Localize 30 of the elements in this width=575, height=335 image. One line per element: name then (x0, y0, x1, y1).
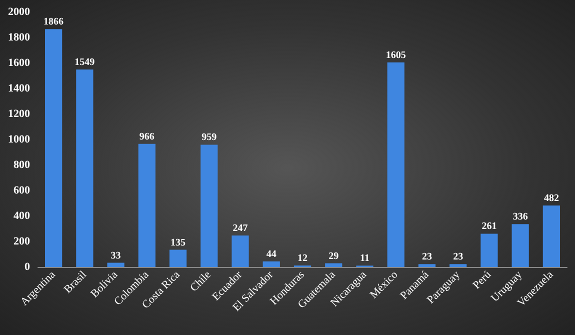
data-label: 1549 (74, 57, 95, 68)
data-label: 33 (110, 250, 121, 262)
y-tick-label: 1600 (8, 57, 30, 69)
y-tick-label: 1000 (8, 134, 30, 146)
data-label: 12 (298, 252, 308, 264)
data-label: 261 (482, 221, 497, 232)
data-label: 966 (139, 131, 154, 142)
data-label: 11 (360, 253, 370, 264)
y-tick-label: 1200 (8, 108, 30, 120)
data-label: 1866 (44, 16, 64, 28)
data-label: 1605 (386, 50, 406, 61)
y-tick-label: 400 (14, 210, 30, 222)
data-label: 247 (232, 223, 248, 234)
y-tick-label: 1400 (8, 82, 30, 94)
data-label: 959 (202, 132, 217, 144)
y-tick-label: 600 (14, 184, 30, 196)
y-tick-label: 200 (14, 236, 30, 248)
y-tick-label: 1800 (8, 32, 30, 44)
data-label: 23 (453, 252, 464, 263)
data-label: 23 (422, 252, 432, 263)
y-tick-label: 2000 (8, 6, 30, 18)
x-tick-label: Chile (188, 268, 214, 294)
data-label: 135 (170, 237, 186, 248)
data-label: 336 (512, 212, 528, 223)
y-tick-label: 800 (14, 159, 30, 171)
x-tick-label: Perú (470, 268, 494, 292)
data-label: 29 (328, 250, 339, 262)
y-tick-label: 0 (24, 261, 30, 273)
data-label: 44 (266, 248, 276, 260)
data-label: 482 (544, 193, 559, 204)
